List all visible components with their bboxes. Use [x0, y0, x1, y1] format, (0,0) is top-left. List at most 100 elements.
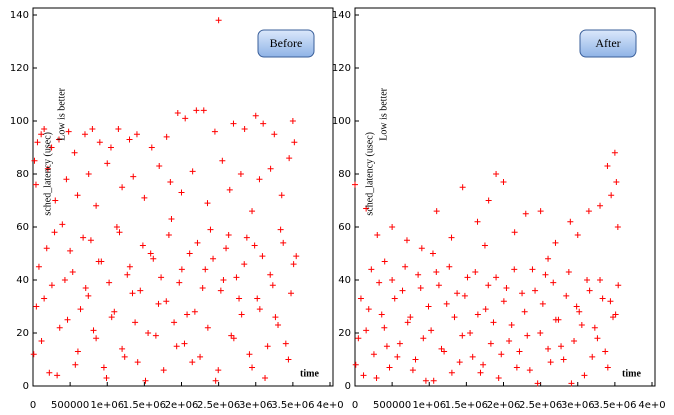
point	[267, 271, 274, 278]
point	[85, 292, 92, 299]
point	[130, 173, 137, 180]
point	[72, 361, 79, 368]
point	[168, 216, 175, 223]
point	[41, 295, 48, 302]
point	[41, 125, 48, 132]
point	[67, 247, 74, 254]
point	[202, 266, 209, 273]
point	[448, 369, 455, 376]
point	[545, 255, 552, 262]
point	[217, 287, 224, 294]
point	[167, 178, 174, 185]
y-tick-label: 120	[332, 63, 351, 74]
point	[558, 343, 565, 350]
point	[417, 284, 424, 291]
point	[251, 242, 258, 249]
point	[573, 303, 580, 310]
point	[461, 292, 468, 299]
point	[63, 176, 70, 183]
y-tick-label: 40	[338, 275, 351, 286]
point	[174, 110, 181, 117]
point	[610, 314, 617, 321]
x-tick-label: 0	[30, 400, 36, 411]
point	[542, 271, 549, 278]
x-tick-label: 0	[352, 400, 358, 411]
y-tick-label: 40	[16, 275, 29, 286]
point	[233, 274, 240, 281]
point	[193, 107, 200, 114]
point	[95, 258, 102, 265]
point	[454, 290, 461, 297]
point	[59, 221, 66, 228]
x-tick-label: 1e+06	[412, 400, 446, 411]
point	[383, 343, 390, 350]
point	[163, 298, 170, 305]
point	[293, 253, 300, 260]
point	[477, 369, 484, 376]
point	[560, 356, 567, 363]
point	[184, 311, 191, 318]
point	[487, 340, 494, 347]
point	[38, 131, 45, 138]
x-tick-label: 4e+0	[316, 400, 343, 411]
point	[182, 115, 189, 122]
point	[368, 266, 375, 273]
x-axis-label: time	[300, 368, 319, 379]
point	[485, 197, 492, 204]
point	[357, 295, 364, 302]
point	[145, 330, 152, 336]
point	[500, 178, 507, 185]
point	[256, 306, 263, 313]
point	[133, 131, 140, 138]
point	[156, 163, 163, 170]
point	[363, 205, 370, 212]
point	[152, 332, 159, 339]
point	[585, 208, 592, 215]
point	[100, 364, 107, 371]
point	[48, 282, 55, 289]
point	[215, 17, 222, 24]
point	[243, 234, 250, 241]
point	[65, 128, 72, 135]
point	[428, 327, 435, 334]
point	[119, 345, 126, 352]
point	[44, 165, 51, 172]
label-button	[257, 29, 315, 58]
point	[578, 322, 585, 329]
point	[611, 149, 618, 156]
point	[480, 361, 487, 368]
point	[290, 261, 297, 268]
point	[81, 131, 88, 138]
point	[529, 266, 536, 273]
point	[249, 208, 256, 215]
point	[565, 269, 572, 276]
point	[225, 231, 232, 238]
point	[275, 322, 282, 329]
point	[197, 353, 204, 360]
point	[129, 290, 136, 297]
point	[271, 131, 278, 138]
point	[459, 332, 466, 339]
point	[93, 202, 100, 209]
point	[446, 263, 453, 270]
x-tick-label: 500000	[51, 400, 89, 411]
x-tick-label: 3.5e+06	[271, 400, 314, 411]
point	[241, 261, 248, 268]
point	[204, 324, 211, 331]
x-tick-label: 500000	[373, 400, 411, 411]
point	[113, 224, 120, 230]
point	[285, 356, 292, 363]
point	[422, 377, 429, 384]
point	[604, 364, 611, 371]
point	[155, 300, 162, 307]
point	[508, 322, 515, 329]
point	[267, 165, 274, 172]
point	[269, 282, 276, 289]
point	[61, 277, 68, 283]
point	[48, 144, 55, 151]
point	[194, 239, 201, 246]
point	[215, 367, 222, 374]
point	[409, 367, 416, 374]
point	[550, 279, 557, 286]
point	[56, 324, 63, 331]
